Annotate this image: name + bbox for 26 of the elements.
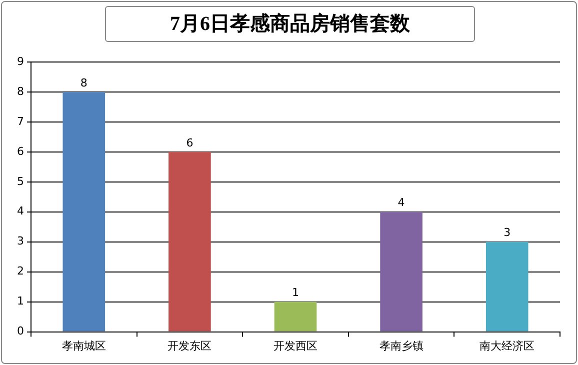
data-label: 4: [398, 196, 405, 210]
chart-title: 7月6日孝感商品房销售套数: [105, 6, 475, 42]
data-label: 3: [504, 226, 511, 240]
x-tick-label: 孝南乡镇: [379, 339, 424, 352]
y-tick-label: 2: [17, 264, 24, 278]
y-tick-label: 4: [17, 204, 24, 218]
bar: [168, 152, 211, 332]
bar: [274, 302, 317, 332]
y-tick-label: 3: [17, 234, 24, 248]
x-tick-label: 开发西区: [274, 339, 318, 352]
bar: [486, 242, 528, 332]
y-tick-label: 7: [17, 114, 24, 128]
y-tick-label: 0: [17, 324, 24, 338]
bar: [62, 92, 106, 332]
data-label: 1: [292, 286, 299, 300]
y-tick-label: 5: [17, 174, 24, 188]
y-tick-label: 1: [17, 294, 24, 308]
data-label: 6: [186, 136, 194, 150]
x-tick-label: 孝南城区: [62, 339, 106, 352]
y-tick-label: 9: [17, 54, 24, 68]
x-tick-label: 开发东区: [168, 339, 212, 352]
bar: [380, 212, 422, 332]
y-tick-label: 6: [17, 144, 24, 158]
y-tick-label: 8: [17, 84, 24, 98]
x-tick-label: 南大经济区: [480, 339, 535, 352]
data-label: 8: [80, 76, 88, 90]
